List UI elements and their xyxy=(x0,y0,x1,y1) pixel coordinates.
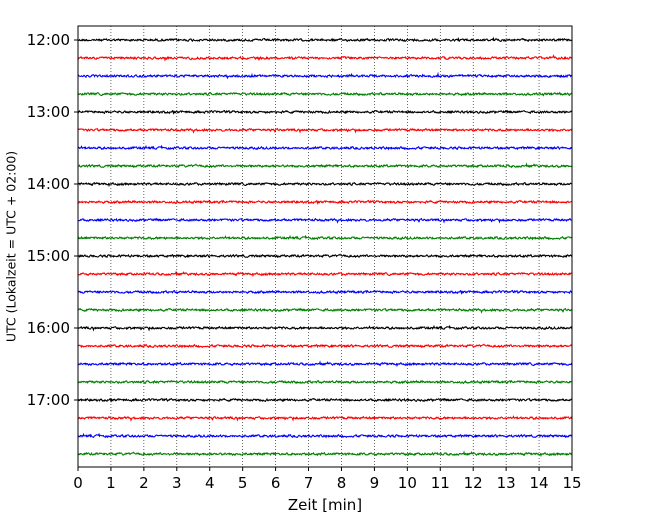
trace-line xyxy=(77,397,573,403)
x-tick-label: 0 xyxy=(73,474,83,492)
trace-line xyxy=(77,432,573,439)
y-tick-label: 12:00 xyxy=(27,31,70,49)
trace-line xyxy=(77,415,573,422)
trace-line xyxy=(77,91,573,97)
x-tick-label: 14 xyxy=(530,474,549,492)
y-axis-label: UTC (Lokalzeit = UTC + 02:00) xyxy=(4,151,19,342)
x-tick-label: 6 xyxy=(271,474,281,492)
trace-line xyxy=(77,36,573,43)
trace-line xyxy=(77,127,573,134)
x-tick-label: 2 xyxy=(139,474,149,492)
y-tick-label: 17:00 xyxy=(27,391,70,409)
x-tick-label: 10 xyxy=(398,474,417,492)
x-tick-label: 12 xyxy=(464,474,483,492)
trace-line xyxy=(77,234,573,241)
y-axis-ticks: 12:00 13:00 14:00 15:00 16:00 17:00 xyxy=(27,31,78,409)
trace-line xyxy=(77,253,573,259)
trace-line xyxy=(77,270,573,278)
trace-line xyxy=(77,199,573,205)
y-tick-label: 13:00 xyxy=(27,103,70,121)
trace-line xyxy=(77,343,573,349)
trace-line xyxy=(77,450,573,458)
x-tick-label: 15 xyxy=(562,474,581,492)
trace-line xyxy=(77,144,573,151)
trace-line xyxy=(77,324,573,332)
trace-line xyxy=(77,289,573,295)
trace-line xyxy=(77,379,573,385)
x-tick-label: 4 xyxy=(205,474,215,492)
x-tick-label: 9 xyxy=(370,474,380,492)
trace-line xyxy=(77,181,573,188)
x-tick-label: 13 xyxy=(497,474,516,492)
x-axis-label: Zeit [min] xyxy=(288,496,362,514)
x-axis-ticks: 0 1 2 3 4 5 6 7 8 9 10 11 12 13 14 15 xyxy=(73,467,582,492)
trace-lines xyxy=(77,36,573,458)
plot-frame xyxy=(77,25,573,468)
x-tick-label: 3 xyxy=(172,474,182,492)
y-tick-label: 14:00 xyxy=(27,175,70,193)
trace-line xyxy=(77,54,573,62)
x-tick-label: 7 xyxy=(304,474,314,492)
x-tick-label: 5 xyxy=(238,474,248,492)
trace-line xyxy=(77,217,573,224)
trace-line xyxy=(77,71,573,80)
trace-line xyxy=(77,360,573,368)
x-tick-label: 1 xyxy=(106,474,116,492)
y-tick-label: 15:00 xyxy=(27,247,70,265)
trace-line xyxy=(77,307,573,314)
trace-line xyxy=(77,109,573,115)
y-tick-label: 16:00 xyxy=(27,319,70,337)
trace-line xyxy=(77,162,573,169)
x-tick-label: 11 xyxy=(431,474,450,492)
x-tick-label: 8 xyxy=(337,474,347,492)
